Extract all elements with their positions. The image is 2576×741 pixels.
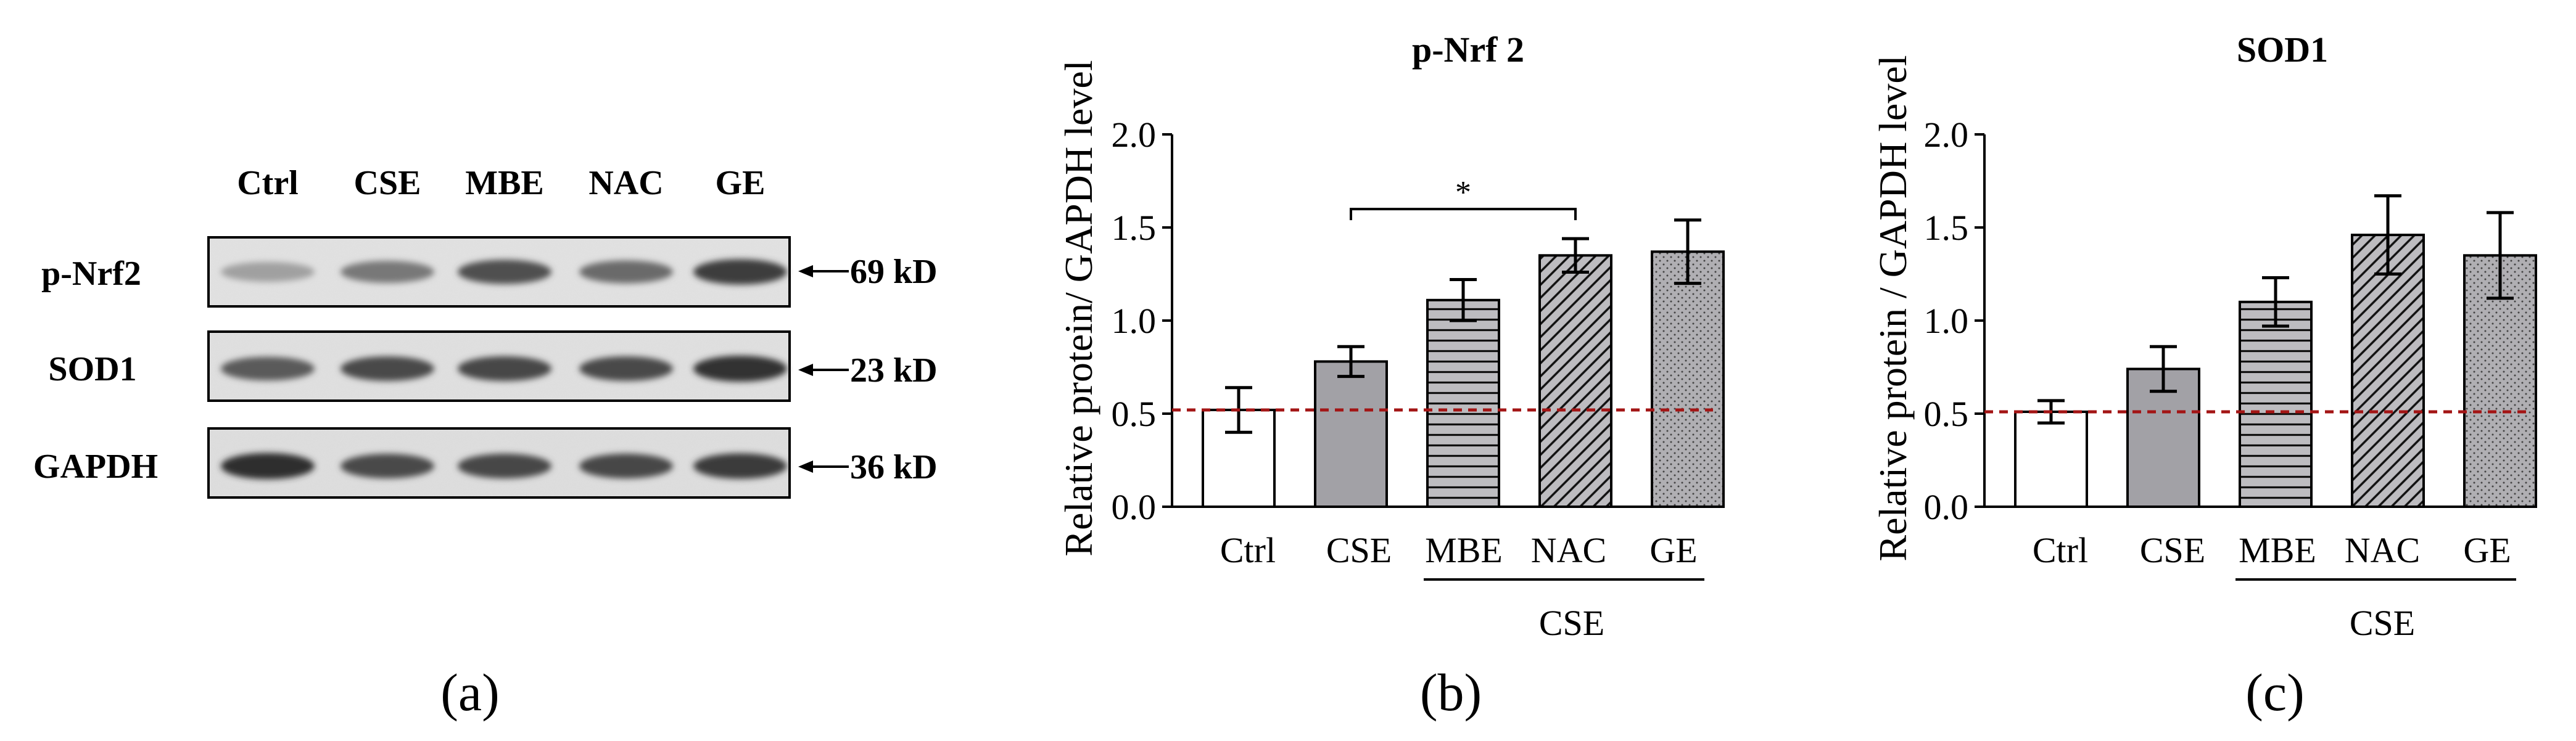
blot-band (579, 356, 673, 382)
chart-b-y-tick-label: 0.5 (1112, 394, 1157, 434)
lane-label-cse: CSE (354, 164, 421, 202)
blot-band (341, 261, 434, 283)
chart-b-y-tick-label: 0.0 (1112, 487, 1157, 527)
blot-band (221, 261, 315, 282)
chart-b: p-Nrf 2 Relative protein/ GAPDH level 0.… (1057, 30, 1725, 722)
chart-c-error-bar-cse (2150, 345, 2177, 393)
chart-b-x-label-cse: CSE (1326, 530, 1392, 570)
chart-b-y-tick-label: 1.0 (1112, 301, 1157, 341)
blot-band (221, 452, 315, 480)
blot-band (693, 259, 787, 285)
chart-c-y-tick-label: 0.5 (1924, 394, 1969, 434)
chart-b-bar-mbe (1426, 298, 1500, 508)
chart-b-bar-nac (1538, 254, 1612, 508)
panel-label-b: (b) (1420, 663, 1482, 722)
blot-label-p-nrf2: p-Nrf2 (41, 255, 141, 293)
chart-c-bar-nac (2351, 234, 2425, 508)
blot-band (458, 356, 551, 382)
blot-band (693, 453, 787, 479)
chart-c-y-tick-label: 1.5 (1924, 208, 1969, 248)
chart-c-bar-mbe (2239, 300, 2313, 508)
blot-band (341, 453, 434, 479)
chart-c-x-label-ctrl: Ctrl (2033, 530, 2088, 570)
blot-band (579, 260, 673, 284)
chart-b-error-bar-ge (1674, 218, 1701, 285)
chart-c-y-tick-label: 0.0 (1924, 487, 1969, 527)
chart-c: SOD1 Relative protein / GAPDH level 0.0 0… (1871, 30, 2537, 722)
chart-b-x-label-ge: GE (1649, 530, 1697, 570)
blot-strip-gapdh (207, 427, 791, 499)
chart-c-x-tick-labels: Ctrl CSE MBE NAC GE (2033, 530, 2511, 570)
blot-strip-p-nrf2 (207, 236, 791, 308)
chart-b-x-label-nac: NAC (1531, 530, 1606, 570)
chart-b-error-bar-cse (1337, 345, 1364, 379)
lane-label-ctrl: Ctrl (237, 164, 299, 202)
blot-label-sod1: SOD1 (48, 350, 136, 388)
chart-c-group-label: CSE (2350, 603, 2415, 643)
chart-b-x-label-mbe: MBE (1425, 530, 1503, 570)
blot-strip-sod1 (207, 330, 791, 402)
chart-b-error-bar-mbe (1450, 278, 1477, 322)
panel-label-a: (a) (440, 663, 499, 722)
lane-label-nac: NAC (588, 164, 663, 202)
size-label-36kd: 36 kD (850, 448, 938, 486)
chart-b-title: p-Nrf 2 (1412, 30, 1524, 70)
blot-band (693, 355, 787, 382)
blot-band (458, 260, 551, 284)
chart-b-bar-cse (1314, 360, 1388, 508)
chart-c-bar-ctrl (2014, 410, 2088, 508)
chart-b-y-tick-label: 1.5 (1112, 208, 1157, 248)
blot-label-gapdh: GAPDH (33, 448, 158, 486)
blot-band (341, 356, 434, 382)
chart-b-x-tick-labels: Ctrl CSE MBE NAC GE (1220, 530, 1698, 570)
chart-c-y-tick-label: 1.0 (1924, 301, 1969, 341)
lane-label-ge: GE (716, 164, 766, 202)
blot-band (579, 453, 673, 479)
chart-c-y-axis-label: Relative protein / GAPDH level (1871, 55, 1915, 561)
chart-c-x-label-mbe: MBE (2239, 530, 2316, 570)
chart-c-x-label-nac: NAC (2345, 530, 2420, 570)
chart-b-y-axis-label: Relative protein/ GAPDH level (1057, 60, 1100, 556)
chart-b-group-label: CSE (1539, 603, 1604, 643)
blot-band (221, 356, 315, 381)
chart-c-error-bar-mbe (2262, 276, 2289, 328)
blot-band (458, 453, 551, 479)
chart-b-x-label-ctrl: Ctrl (1220, 530, 1276, 570)
chart-b-significance-bracket (1350, 208, 1577, 221)
chart-c-error-bar-ge (2487, 211, 2514, 300)
size-arrow-36kd (798, 461, 849, 473)
chart-b-significance-marker: * (1455, 175, 1471, 210)
size-arrow-23kd (798, 364, 849, 376)
size-label-23kd: 23 kD (850, 351, 938, 390)
chart-c-x-label-ge: GE (2463, 530, 2511, 570)
chart-c-title: SOD1 (2237, 30, 2328, 70)
lane-label-mbe: MBE (465, 164, 544, 202)
size-label-69kd: 69 kD (850, 253, 938, 291)
chart-b-error-bar-nac (1562, 237, 1589, 274)
chart-b-y-tick-label: 2.0 (1112, 115, 1157, 155)
size-arrow-69kd (798, 265, 849, 277)
chart-c-error-bar-nac (2374, 194, 2401, 276)
chart-b-bar-ge (1651, 250, 1725, 508)
western-blot-panel: Ctrl CSE MBE NAC GE p-Nrf2 SOD1 GAPDH (33, 164, 938, 722)
chart-c-x-label-cse: CSE (2140, 530, 2205, 570)
chart-c-y-tick-label: 2.0 (1924, 115, 1969, 155)
panel-label-c: (c) (2245, 663, 2304, 722)
